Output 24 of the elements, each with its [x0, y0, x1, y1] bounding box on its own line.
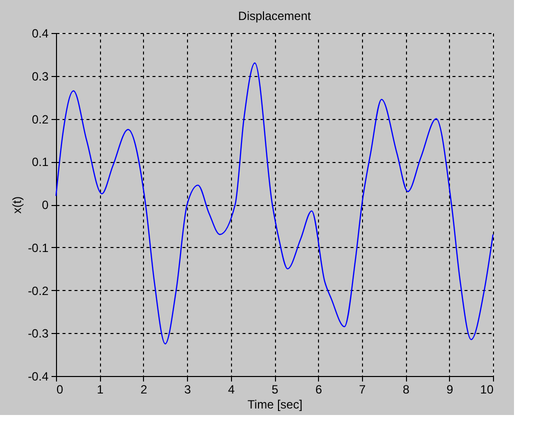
y-tick-label: 0.2: [32, 112, 49, 126]
y-tick-label: 0.4: [32, 26, 49, 40]
x-tick-label: 9: [446, 382, 454, 396]
x-tick-label: 10: [480, 382, 494, 396]
y-axis-title: x(t): [10, 196, 24, 214]
line-series: [55, 62, 494, 344]
x-tick-label: 4: [228, 382, 235, 396]
x-tick-label: 0: [56, 382, 64, 396]
x-tick-label: 6: [315, 382, 322, 396]
y-tick-label: -0.3: [28, 326, 49, 341]
y-tick-label: -0.4: [28, 370, 49, 384]
x-tick-label: 5: [272, 382, 279, 396]
y-tick-label: 0: [42, 198, 49, 212]
y-tick-label: -0.1: [28, 240, 49, 255]
y-tick-label: -0.2: [28, 284, 49, 298]
x-tick-label: 3: [184, 382, 192, 396]
x-tick-label: 7: [359, 382, 366, 396]
x-tick-label: 2: [140, 382, 148, 396]
chart-title: Displacement: [238, 9, 312, 23]
x-tick-label: 8: [402, 382, 410, 396]
x-axis-title: Time [sec]: [248, 398, 302, 412]
y-tick-label: 0.3: [32, 69, 49, 84]
x-tick-label: 1: [96, 382, 104, 396]
y-tick-label: 0.1: [32, 155, 49, 170]
